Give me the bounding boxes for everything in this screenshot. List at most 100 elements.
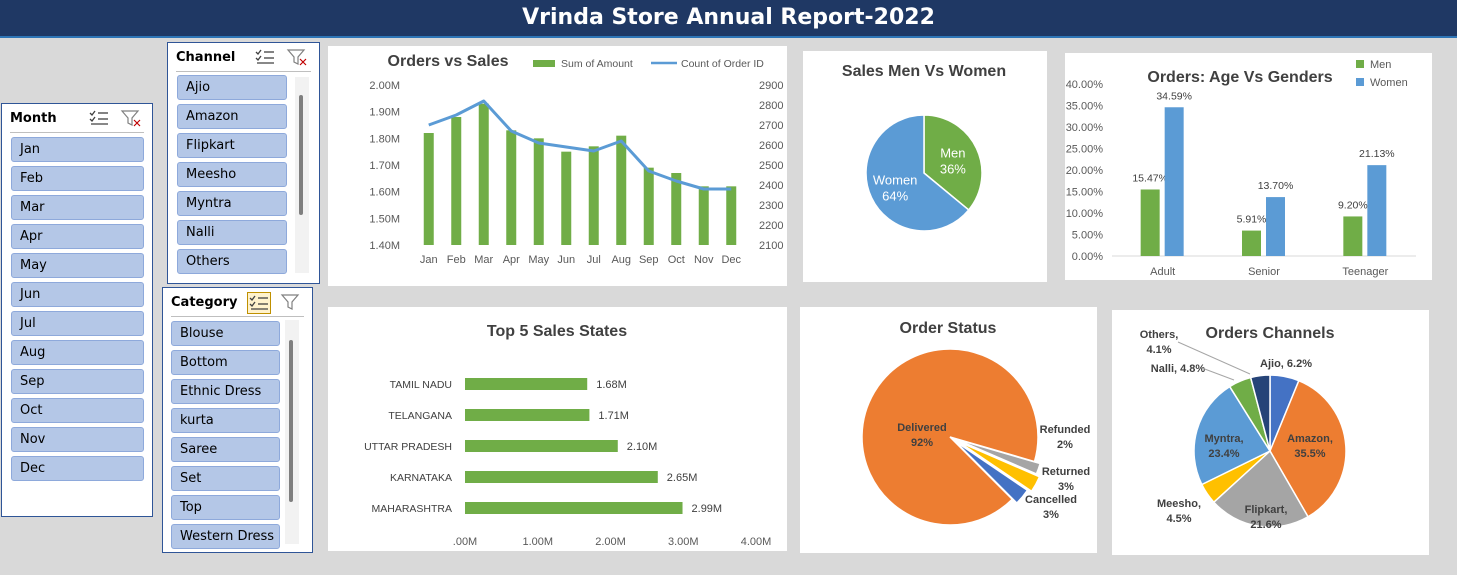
slice-label-refunded: Refunded (1040, 424, 1091, 436)
slice-label-amazon: Amazon, (1287, 433, 1333, 445)
slice-label-myntra: 23.4% (1208, 448, 1239, 460)
slicer-item-kurta[interactable]: kurta (171, 408, 280, 433)
slicer-item-mar[interactable]: Mar (11, 195, 144, 220)
data-label: 13.70% (1258, 180, 1294, 192)
channel-slice-flipkart (1212, 449, 1310, 528)
slicer-item-may[interactable]: May (11, 253, 144, 278)
legend-swatch-amount (533, 60, 555, 67)
clear-filter-icon[interactable] (286, 47, 308, 67)
multi-select-icon[interactable] (254, 47, 276, 67)
x-tick: Feb (447, 254, 466, 266)
bar-telangana (465, 409, 590, 421)
data-label: 1.71M (598, 410, 629, 422)
y-tick: UTTAR PRADESH (364, 441, 452, 453)
bar-uttar-pradesh (465, 440, 618, 452)
data-label: 5.91% (1237, 214, 1267, 226)
y-left-tick: 1.90M (369, 107, 400, 119)
slicer-item-blouse[interactable]: Blouse (171, 321, 280, 346)
bar-amount-mar (478, 103, 489, 245)
channel-scrollbar[interactable] (295, 77, 309, 273)
report-title-bar: Vrinda Store Annual Report-2022 (0, 0, 1457, 38)
slice-value-men: 36% (940, 161, 966, 176)
y-tick: 0.00% (1072, 251, 1103, 263)
y-left-tick: 1.80M (369, 133, 400, 145)
slicer-item-bottom[interactable]: Bottom (171, 350, 280, 375)
x-tick: Jan (420, 254, 438, 266)
orders-vs-sales-chart: Orders vs Sales Sum of Amount Count of Ord… (369, 53, 783, 266)
x-tick: Teenager (1342, 266, 1388, 278)
slice-label-cancelled: Cancelled (1025, 494, 1077, 506)
slicer-item-sep[interactable]: Sep (11, 369, 144, 394)
x-tick: 2.00M (595, 536, 626, 548)
slicer-item-flipkart[interactable]: Flipkart (177, 133, 287, 158)
bar-women-teenager (1367, 165, 1387, 256)
x-tick: May (528, 254, 549, 266)
slicer-item-myntra[interactable]: Myntra (177, 191, 287, 216)
slicer-item-ajio[interactable]: Ajio (177, 75, 287, 100)
scrollbar-thumb[interactable] (299, 95, 303, 215)
slicer-item-jul[interactable]: Jul (11, 311, 144, 336)
legend-label-count: Count of Order ID (681, 58, 764, 70)
slice-label-flipkart: Flipkart, (1245, 504, 1288, 516)
bar-amount-jan (423, 133, 434, 245)
bar-women-adult (1164, 107, 1184, 256)
bar-men-senior (1242, 230, 1261, 256)
slicer-item-apr[interactable]: Apr (11, 224, 144, 249)
bar-amount-jul (588, 146, 599, 245)
slicer-item-jan[interactable]: Jan (11, 137, 144, 162)
age-gender-panel: Orders: Age Vs Genders Men Women 40.00% 35.0… (1065, 53, 1432, 280)
channel-slice-others (1249, 374, 1271, 452)
y-right-tick: 2900 (759, 80, 783, 92)
x-tick: 4.00M (741, 536, 772, 548)
bar-amount-jun (561, 151, 572, 245)
x-tick: Apr (503, 254, 520, 266)
bar-amount-sep (643, 167, 654, 245)
slicer-item-jun[interactable]: Jun (11, 282, 144, 307)
clear-filter-icon[interactable] (120, 108, 142, 128)
category-scrollbar[interactable] (285, 320, 299, 544)
slicer-item-western-dress[interactable]: Western Dress (171, 524, 280, 549)
x-tick: 3.00M (668, 536, 699, 548)
slicer-item-amazon[interactable]: Amazon (177, 104, 287, 129)
legend-swatch-women (1356, 78, 1364, 86)
slice-label-flipkart: 21.6% (1250, 519, 1281, 531)
multi-select-icon[interactable] (88, 108, 110, 128)
multi-select-icon[interactable] (247, 292, 271, 314)
slicer-divider (176, 71, 311, 72)
bar-amount-may (533, 138, 544, 245)
bar-women-senior (1266, 197, 1285, 256)
data-label: 15.47% (1132, 172, 1168, 184)
slice-label-returned: Returned (1042, 466, 1090, 478)
clear-filter-icon[interactable] (280, 292, 302, 312)
status-slice-refunded (955, 438, 1042, 475)
y-right-tick: 2200 (759, 220, 783, 232)
slicer-item-others[interactable]: Others (177, 249, 287, 274)
bar-men-adult (1140, 189, 1160, 256)
slice-label-others: Others, (1140, 329, 1179, 341)
slicer-item-aug[interactable]: Aug (11, 340, 144, 365)
slicer-item-nalli[interactable]: Nalli (177, 220, 287, 245)
slice-label-meesho: 4.5% (1166, 513, 1191, 525)
data-label: 2.10M (627, 441, 658, 453)
chart-title: Order Status (900, 320, 997, 337)
slicer-item-top[interactable]: Top (171, 495, 280, 520)
y-left-tick: 2.00M (369, 80, 400, 92)
slicer-item-oct[interactable]: Oct (11, 398, 144, 423)
slicer-item-nov[interactable]: Nov (11, 427, 144, 452)
slicer-item-ethnic-dress[interactable]: Ethnic Dress (171, 379, 280, 404)
line-order-count (428, 99, 732, 191)
report-title: Vrinda Store Annual Report-2022 (522, 5, 935, 30)
slicer-item-feb[interactable]: Feb (11, 166, 144, 191)
scrollbar-thumb[interactable] (289, 340, 293, 502)
x-tick: Nov (694, 254, 714, 266)
chart-title: Orders vs Sales (388, 53, 509, 70)
slicer-item-set[interactable]: Set (171, 466, 280, 491)
slicer-item-saree[interactable]: Saree (171, 437, 280, 462)
slice-label-delivered: Delivered (897, 422, 947, 434)
slicer-item-dec[interactable]: Dec (11, 456, 144, 481)
data-label: 21.13% (1359, 148, 1395, 160)
gender-slice-men (923, 114, 983, 212)
y-tick: 35.00% (1066, 101, 1104, 113)
slicer-item-meesho[interactable]: Meesho (177, 162, 287, 187)
